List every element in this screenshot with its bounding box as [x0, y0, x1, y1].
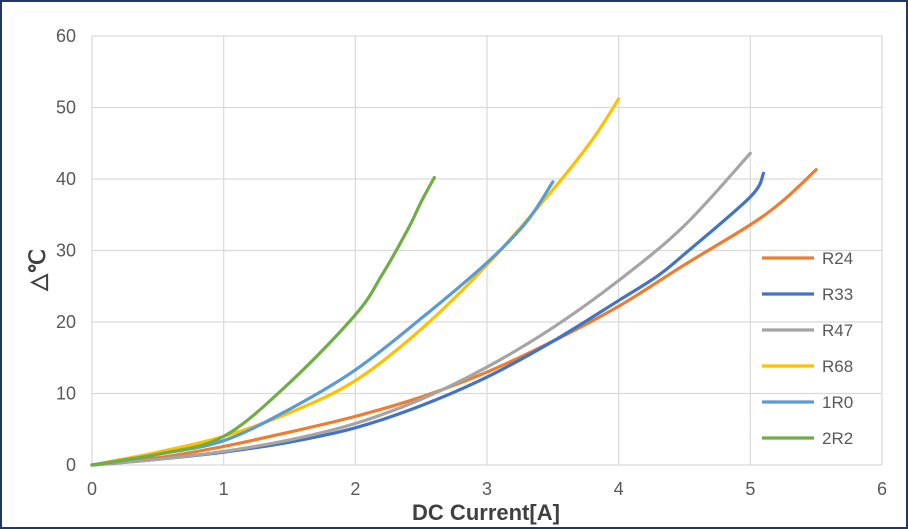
x-tick-label: 4 [614, 479, 624, 499]
x-axis-ticks: 0 1 2 3 4 5 6 [87, 479, 887, 499]
legend-label-r33: R33 [822, 285, 853, 304]
series-line-r24 [90, 168, 818, 467]
y-tick-label: 50 [56, 98, 76, 118]
y-tick-label: 60 [56, 26, 76, 46]
series-lines [90, 97, 818, 467]
series-line-r33 [90, 171, 766, 467]
legend-label-2r2: 2R2 [822, 429, 853, 448]
x-axis-title: DC Current[A] [412, 500, 560, 525]
series-line-r47 [90, 151, 752, 467]
grid-lines [91, 35, 883, 466]
series-line-r68 [90, 97, 621, 467]
legend-label-r24: R24 [822, 249, 853, 268]
x-tick-label: 3 [482, 479, 492, 499]
y-tick-label: 30 [56, 241, 76, 261]
series-line-1r0 [90, 180, 555, 467]
series-line-2r2 [90, 175, 436, 467]
x-tick-label: 5 [745, 479, 755, 499]
y-tick-label: 20 [56, 312, 76, 332]
y-tick-label: 10 [56, 384, 76, 404]
legend-label-r68: R68 [822, 357, 853, 376]
y-axis-ticks: 0 10 20 30 40 50 60 [56, 26, 76, 475]
y-tick-label: 0 [66, 455, 76, 475]
x-tick-label: 2 [350, 479, 360, 499]
x-tick-label: 0 [87, 479, 97, 499]
legend-label-1r0: 1R0 [822, 393, 853, 412]
y-axis-title: △℃ [25, 249, 50, 292]
legend-label-r47: R47 [822, 321, 853, 340]
x-tick-label: 1 [219, 479, 229, 499]
y-tick-label: 40 [56, 169, 76, 189]
x-tick-label: 6 [877, 479, 887, 499]
legend: R24 R33 R47 R68 1R0 2R2 [762, 249, 853, 448]
